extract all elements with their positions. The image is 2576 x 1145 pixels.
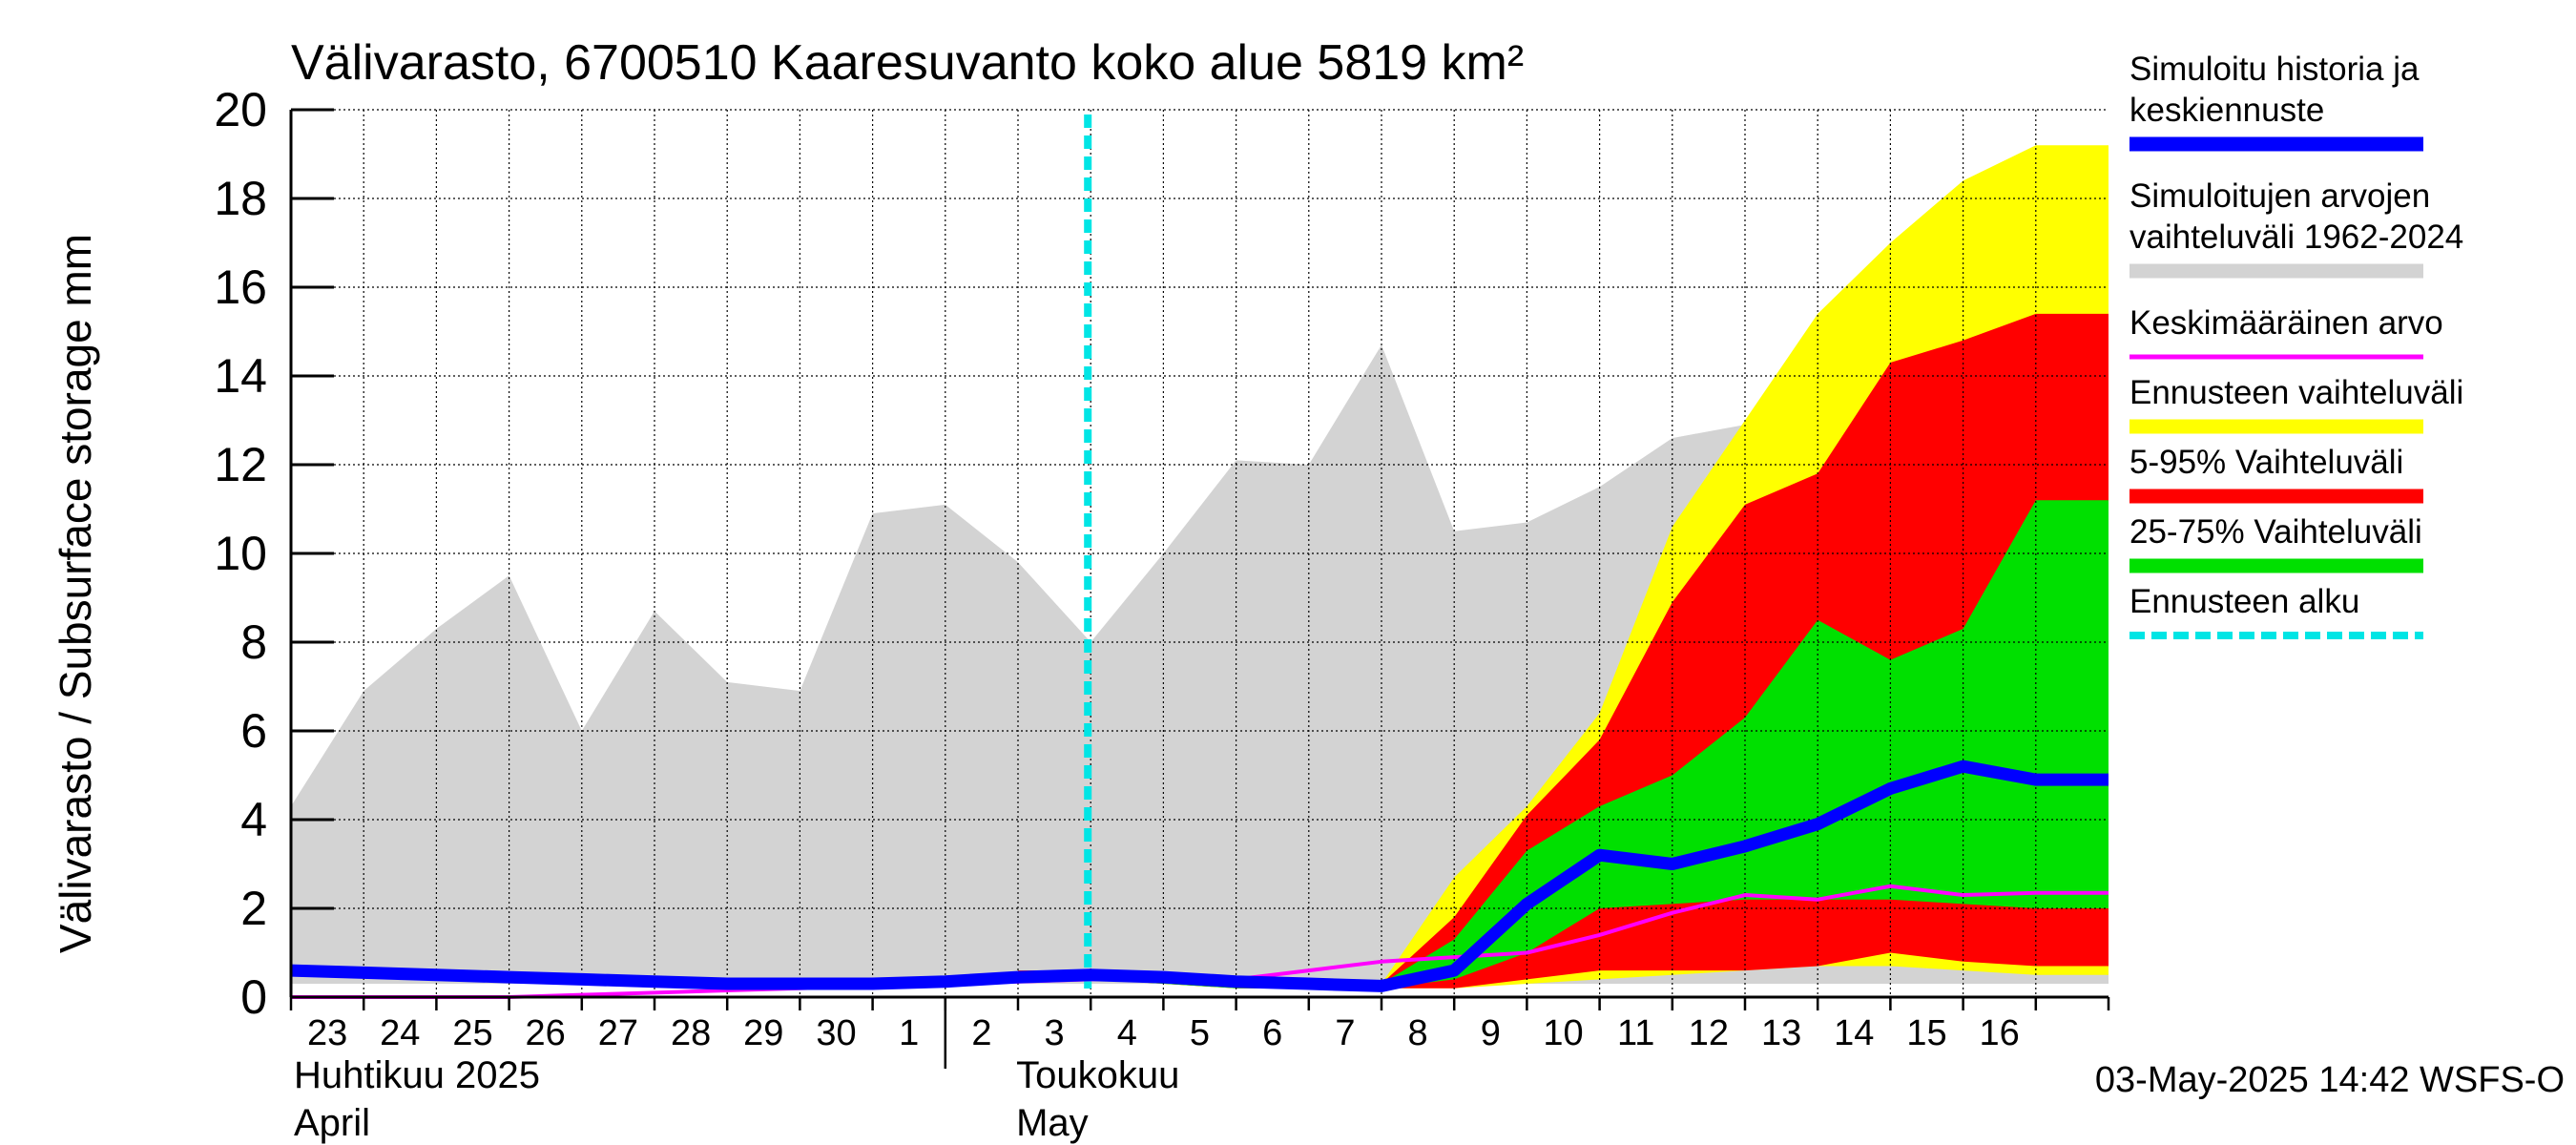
x-tick-label: 3 <box>1045 1013 1065 1053</box>
x-tick-label: 4 <box>1117 1013 1137 1053</box>
x-tick-label: 13 <box>1761 1013 1801 1053</box>
legend-label: 5-95% Vaihteluväli <box>2129 444 2403 481</box>
y-tick-label: 0 <box>240 970 267 1024</box>
timestamp-footer: 03-May-2025 14:42 WSFS-O <box>2095 1060 2565 1100</box>
legend: Simuloitu historia ja keskiennuste Simuloi… <box>2129 51 2463 639</box>
x-tick-label: 11 <box>1617 1013 1654 1053</box>
y-tick-label: 14 <box>214 349 267 403</box>
x-tick-label: 6 <box>1262 1013 1282 1053</box>
y-tick-label: 18 <box>214 172 267 225</box>
band-layer <box>291 145 2109 989</box>
y-tick-label: 6 <box>240 704 267 758</box>
month-label-fi: Toukokuu <box>1016 1054 1179 1096</box>
x-tick-label: 26 <box>526 1013 566 1053</box>
x-tick-label: 27 <box>598 1013 638 1053</box>
y-tick-label: 10 <box>214 527 267 580</box>
legend-label: Ennusteen alku <box>2129 583 2359 620</box>
legend-label: keskiennuste <box>2129 92 2324 129</box>
x-tick-label: 5 <box>1190 1013 1210 1053</box>
legend-label: Keskimääräinen arvo <box>2129 304 2443 342</box>
x-tick-label: 30 <box>816 1013 856 1053</box>
x-tick-label: 9 <box>1481 1013 1501 1053</box>
x-tick-label: 15 <box>1906 1013 1946 1053</box>
y-tick-label: 20 <box>214 83 267 136</box>
x-tick-label: 14 <box>1834 1013 1874 1053</box>
month-label-en: May <box>1016 1102 1089 1144</box>
legend-label: Ennusteen vaihteluväli <box>2129 374 2463 411</box>
legend-label: vaihteluväli 1962-2024 <box>2129 219 2463 256</box>
x-tick-label: 29 <box>743 1013 783 1053</box>
series-line-layer <box>290 760 2109 999</box>
chart-title: Välivarasto, 6700510 Kaaresuvanto koko a… <box>291 35 1524 91</box>
x-tick-label: 23 <box>307 1013 347 1053</box>
legend-label: Simuloitu historia ja <box>2129 51 2420 88</box>
month-label-fi: Huhtikuu 2025 <box>294 1054 540 1096</box>
x-tick-label: 2 <box>971 1013 991 1053</box>
y-tick-label: 2 <box>240 882 267 935</box>
x-tick-label: 1 <box>899 1013 919 1053</box>
legend-label: Simuloitujen arvojen <box>2129 177 2430 215</box>
x-tick-label: 28 <box>671 1013 711 1053</box>
y-tick-label: 12 <box>214 438 267 491</box>
series-line-median-forecast <box>290 760 2109 992</box>
legend-label: 25-75% Vaihteluväli <box>2129 513 2422 551</box>
x-tick-label: 12 <box>1689 1013 1729 1053</box>
y-axis-label: Välivarasto / Subsurface storage mm <box>51 234 100 953</box>
y-tick-label: 4 <box>240 793 267 846</box>
x-tick-label: 16 <box>1980 1013 2020 1053</box>
x-tick-label: 24 <box>380 1013 420 1053</box>
x-tick-label: 8 <box>1408 1013 1428 1053</box>
x-tick-label: 7 <box>1335 1013 1355 1053</box>
band-3 <box>1018 500 2109 989</box>
y-tick-label: 16 <box>214 260 267 314</box>
month-label-en: April <box>294 1102 370 1144</box>
x-tick-label: 25 <box>452 1013 492 1053</box>
x-tick-label: 10 <box>1543 1013 1583 1053</box>
y-tick-label: 8 <box>240 615 267 669</box>
